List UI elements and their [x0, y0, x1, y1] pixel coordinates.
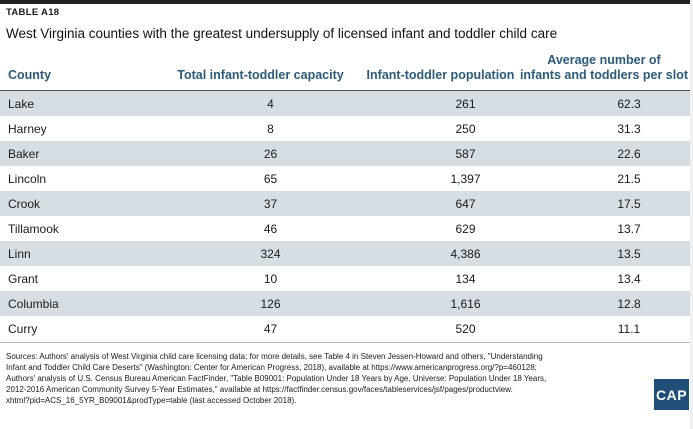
cell-capacity: 10 [158, 266, 363, 291]
cell-average: 13.7 [518, 216, 690, 241]
cell-population: 587 [363, 141, 518, 166]
table-row: Columbia 126 1,616 12.8 [0, 291, 690, 316]
cap-logo: CAP [654, 379, 689, 410]
cell-population: 134 [363, 266, 518, 291]
table-row: Crook 37 647 17.5 [0, 191, 690, 216]
cell-county: Lincoln [0, 166, 158, 191]
sources-line: Authors' analysis of U.S. Census Bureau … [6, 374, 547, 383]
header-population: Infant-toddler population [366, 68, 515, 82]
cell-average: 12.8 [518, 291, 690, 316]
cell-average: 11.1 [518, 316, 690, 341]
cell-average: 62.3 [518, 90, 690, 116]
cell-county: Harney [0, 116, 158, 141]
cell-average: 17.5 [518, 191, 690, 216]
cell-capacity: 4 [158, 90, 363, 116]
cell-average: 31.3 [518, 116, 690, 141]
cell-capacity: 126 [158, 291, 363, 316]
cell-county: Curry [0, 316, 158, 341]
cell-county: Baker [0, 141, 158, 166]
cell-population: 1,616 [363, 291, 518, 316]
cell-county: Linn [0, 241, 158, 266]
cell-population: 520 [363, 316, 518, 341]
table-label: TABLE A18 [6, 7, 60, 18]
table-row: Grant 10 134 13.4 [0, 266, 690, 291]
cell-population: 250 [363, 116, 518, 141]
cell-population: 1,397 [363, 166, 518, 191]
table-title: West Virginia counties with the greatest… [6, 26, 558, 41]
header-capacity: Total infant-toddler capacity [177, 68, 344, 82]
sources-line: Sources: Authors' analysis of West Virgi… [6, 352, 543, 361]
cell-average: 22.6 [518, 141, 690, 166]
right-edge [690, 0, 693, 429]
cell-county: Crook [0, 191, 158, 216]
cell-county: Tillamook [0, 216, 158, 241]
data-table: County Total infant-toddler capacity Inf… [0, 53, 690, 341]
cell-capacity: 65 [158, 166, 363, 191]
table-row: Linn 324 4,386 13.5 [0, 241, 690, 266]
sources-line: 2012-2016 American Community Survey 5-Ye… [6, 385, 513, 394]
table-row: Baker 26 587 22.6 [0, 141, 690, 166]
cell-population: 647 [363, 191, 518, 216]
cell-capacity: 46 [158, 216, 363, 241]
cell-capacity: 47 [158, 316, 363, 341]
header-county: County [8, 68, 52, 82]
sources-line: xhtml?pid=ACS_16_5YR_B09001&prodType=tab… [6, 396, 297, 405]
top-rule [0, 0, 693, 4]
cell-county: Lake [0, 90, 158, 116]
header-average-line1: Average number of [547, 53, 661, 67]
table-header-row: County Total infant-toddler capacity Inf… [0, 53, 690, 91]
cell-capacity: 37 [158, 191, 363, 216]
cell-population: 4,386 [363, 241, 518, 266]
bottom-rule [0, 342, 690, 343]
table-row: Harney 8 250 31.3 [0, 116, 690, 141]
table-row: Lincoln 65 1,397 21.5 [0, 166, 690, 191]
cell-average: 13.5 [518, 241, 690, 266]
cell-capacity: 26 [158, 141, 363, 166]
cell-capacity: 324 [158, 241, 363, 266]
cell-population: 629 [363, 216, 518, 241]
cell-county: Columbia [0, 291, 158, 316]
cell-average: 21.5 [518, 166, 690, 191]
cell-population: 261 [363, 90, 518, 116]
cell-capacity: 8 [158, 116, 363, 141]
header-average: Average number of infants and toddlers p… [518, 53, 690, 91]
table-row: Lake 4 261 62.3 [0, 90, 690, 116]
cell-county: Grant [0, 266, 158, 291]
table-row: Tillamook 46 629 13.7 [0, 216, 690, 241]
table-body: Lake 4 261 62.3 Harney 8 250 31.3 Baker … [0, 90, 690, 341]
sources-line: Infant and Toddler Child Care Deserts" (… [6, 363, 537, 372]
sources-note: Sources: Authors' analysis of West Virgi… [6, 351, 621, 406]
cell-average: 13.4 [518, 266, 690, 291]
header-average-line2: infants and toddlers per slot [519, 68, 689, 82]
table-row: Curry 47 520 11.1 [0, 316, 690, 341]
